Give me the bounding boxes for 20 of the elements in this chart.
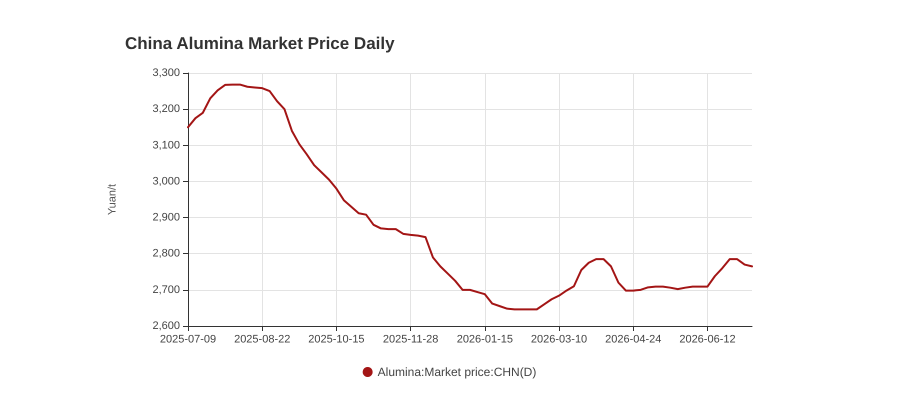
y-tick-label: 3,100 — [152, 139, 180, 152]
y-tick-label: 2,900 — [152, 212, 180, 224]
y-tick-label: 2,800 — [152, 248, 180, 260]
x-tick-label: 2026-04-24 — [605, 334, 662, 346]
y-tick-label: 3,000 — [152, 175, 180, 188]
y-tick-label: 3,200 — [152, 103, 180, 116]
legend-label: Alumina:Market price:CHN(D) — [378, 365, 536, 379]
line-series — [187, 84, 753, 310]
y-tick-label: 2,600 — [152, 320, 180, 332]
y-tick-label: 2,700 — [152, 284, 180, 296]
x-tick-label: 2026-03-10 — [530, 334, 588, 346]
chart-title: China Alumina Market Price Daily — [125, 34, 396, 53]
y-axis-title: Yuan/t — [106, 184, 118, 216]
x-tick-label: 2025-08-22 — [234, 334, 290, 346]
x-tick-label: 2025-07-09 — [160, 334, 216, 346]
y-tick-label: 3,300 — [152, 67, 180, 79]
x-tick-label: 2026-01-15 — [456, 334, 513, 346]
x-tick-label: 2026-06-12 — [679, 334, 736, 346]
x-tick-label: 2025-10-15 — [308, 334, 365, 346]
x-tick-label: 2025-11-28 — [382, 334, 438, 346]
